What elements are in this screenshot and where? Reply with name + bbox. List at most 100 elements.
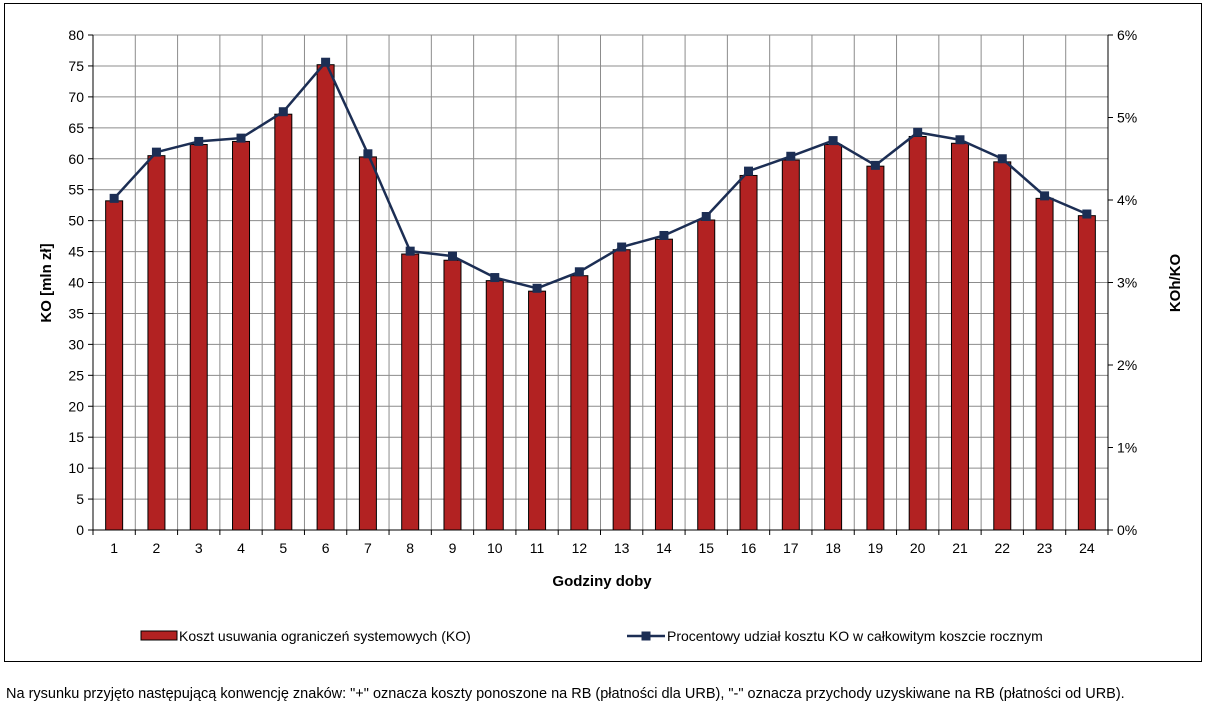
- y-tick-label: 50: [68, 213, 84, 229]
- line-point: [701, 212, 711, 221]
- bar: [993, 161, 1012, 531]
- y-tick-label: 45: [68, 244, 84, 260]
- tick-labels: 051015202530354045505560657075800%1%2%3%…: [68, 27, 1137, 556]
- y-tick-label: 5: [76, 491, 84, 507]
- line-point: [1040, 191, 1050, 201]
- y-axis-title: KO [mln zł]: [38, 243, 55, 322]
- bar-series: [105, 64, 1096, 531]
- x-tick-label: 9: [449, 540, 457, 556]
- bar: [528, 290, 547, 531]
- line-point: [659, 230, 669, 240]
- line-point: [194, 136, 204, 146]
- line-point: [786, 151, 796, 161]
- bar: [654, 238, 673, 531]
- bar: [147, 155, 166, 531]
- x-tick-label: 18: [825, 540, 841, 556]
- x-tick-label: 17: [783, 540, 799, 556]
- y-tick-label: 0: [76, 522, 84, 538]
- y-tick-label: 80: [68, 27, 84, 43]
- y2-tick-label: 4%: [1117, 192, 1137, 208]
- bar: [105, 200, 124, 531]
- x-tick-label: 23: [1037, 540, 1053, 556]
- line-point: [617, 242, 627, 252]
- bar: [274, 113, 293, 531]
- y2-axis-title: KOh/KO: [1167, 254, 1184, 313]
- line-point: [997, 154, 1007, 164]
- x-tick-label: 8: [406, 540, 414, 556]
- x-tick-label: 5: [279, 540, 287, 556]
- legend-line-marker: [641, 631, 651, 641]
- line-point: [490, 273, 500, 283]
- bar: [697, 219, 716, 531]
- line-point: [321, 57, 331, 67]
- x-tick-label: 22: [994, 540, 1010, 556]
- line-point: [109, 193, 119, 203]
- y-tick-label: 55: [68, 182, 84, 198]
- x-tick-label: 3: [195, 540, 203, 556]
- bar: [485, 280, 504, 531]
- line-point: [955, 135, 965, 145]
- line-point: [363, 149, 373, 159]
- bar: [189, 144, 208, 531]
- y-tick-label: 75: [68, 58, 84, 74]
- x-tick-label: 16: [741, 540, 757, 556]
- x-axis-title: Godziny doby: [552, 573, 652, 590]
- chart: 051015202530354045505560657075800%1%2%3%…: [38, 27, 1184, 644]
- y-tick-label: 20: [68, 398, 84, 414]
- series-line: [113, 60, 1088, 290]
- y2-tick-label: 3%: [1117, 275, 1137, 291]
- x-tick-label: 1: [110, 540, 118, 556]
- line-point: [828, 136, 838, 146]
- bar: [1035, 197, 1054, 531]
- y-tick-label: 35: [68, 305, 84, 321]
- x-tick-label: 21: [952, 540, 968, 556]
- x-tick-label: 10: [487, 540, 503, 556]
- line-point: [744, 166, 754, 176]
- bar: [1077, 215, 1096, 531]
- axes: [88, 34, 1113, 535]
- line-point: [447, 251, 457, 261]
- line-point: [870, 160, 880, 170]
- line-point: [278, 107, 288, 117]
- x-tick-label: 19: [868, 540, 884, 556]
- bar: [316, 64, 335, 531]
- legend-bar-label: Koszt usuwania ograniczeń systemowych (K…: [179, 628, 471, 644]
- line-point: [236, 133, 246, 143]
- x-tick-label: 13: [614, 540, 630, 556]
- y2-tick-label: 5%: [1117, 110, 1137, 126]
- x-tick-label: 12: [572, 540, 588, 556]
- bar: [401, 253, 420, 531]
- bar: [232, 140, 251, 531]
- y-tick-label: 40: [68, 275, 84, 291]
- y-tick-label: 25: [68, 367, 84, 383]
- legend-bar-swatch: [140, 630, 178, 641]
- footnote: Na rysunku przyjęto następującą konwencj…: [6, 686, 1125, 702]
- bar: [443, 259, 462, 531]
- line-series: [109, 57, 1092, 293]
- y-tick-label: 65: [68, 120, 84, 136]
- bar: [358, 156, 377, 531]
- y-tick-label: 60: [68, 151, 84, 167]
- bar: [781, 159, 800, 531]
- x-tick-label: 2: [153, 540, 161, 556]
- bar: [908, 135, 927, 531]
- legend-line-label: Procentowy udział kosztu KO w całkowitym…: [667, 628, 1043, 644]
- x-tick-label: 4: [237, 540, 245, 556]
- legend: Koszt usuwania ograniczeń systemowych (K…: [140, 628, 1043, 644]
- bar: [612, 249, 631, 531]
- x-tick-label: 20: [910, 540, 926, 556]
- x-tick-label: 24: [1079, 540, 1095, 556]
- line-point: [151, 147, 161, 157]
- y2-tick-label: 1%: [1117, 440, 1137, 456]
- bar: [866, 165, 885, 531]
- chart-frame: 0 5 10 15 20 25 30 35 40 45 50 55 60 65 70 75 80 0% 1% 2% 3%…: [4, 3, 1202, 662]
- x-tick-label: 15: [698, 540, 714, 556]
- line-point: [532, 283, 542, 293]
- line-point: [1082, 209, 1092, 219]
- bar: [824, 144, 843, 531]
- x-tick-label: 11: [530, 540, 545, 556]
- bar: [570, 275, 589, 531]
- y-tick-label: 15: [68, 429, 84, 445]
- y-tick-label: 70: [68, 89, 84, 105]
- line-point: [574, 267, 584, 277]
